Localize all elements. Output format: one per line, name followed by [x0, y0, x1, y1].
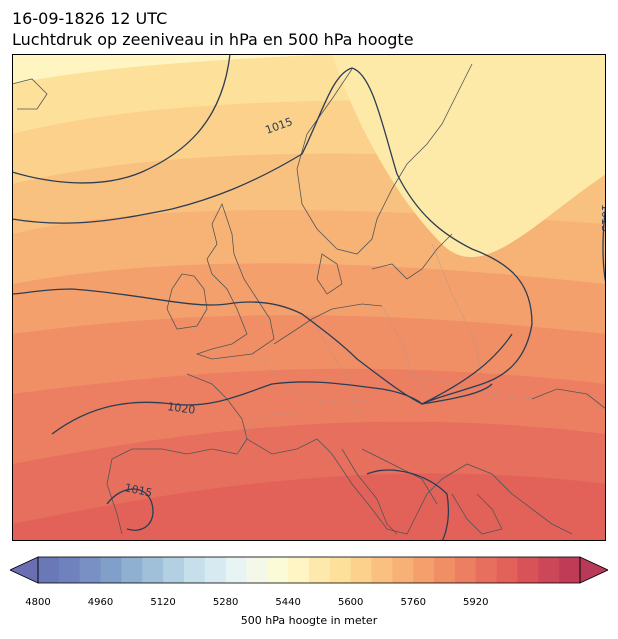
colorbar-cell	[246, 557, 268, 583]
continent-coast	[273, 303, 383, 345]
colorbar-tick-label: 5600	[337, 597, 364, 608]
isobar	[106, 488, 154, 531]
colorbar-cell	[350, 557, 373, 583]
colorbar-cell	[163, 557, 185, 583]
colorbar-tick-label: 5920	[463, 597, 489, 608]
isobar	[12, 67, 533, 405]
colorbar-cell	[225, 557, 247, 583]
isobar	[366, 469, 449, 541]
colorbar-cell	[413, 557, 435, 583]
greece-coast	[451, 493, 503, 535]
colorbar-tick-label: 5760	[400, 597, 426, 608]
colorbar-cell	[142, 557, 164, 583]
black-sea-coast	[531, 388, 606, 410]
colorbar-cell	[288, 557, 310, 583]
border	[411, 373, 533, 400]
colorbar-cell	[496, 557, 518, 583]
colorbar-extend-low	[10, 556, 39, 584]
colorbar-cell	[434, 557, 456, 583]
coastlines	[12, 63, 606, 535]
colorbar-cell	[454, 557, 477, 583]
border	[431, 243, 483, 375]
colorbar-cell	[79, 557, 102, 583]
border	[311, 318, 358, 415]
isobar	[51, 333, 513, 435]
colorbar-tick-label: 4960	[87, 597, 114, 608]
border	[381, 305, 433, 400]
borders	[236, 243, 533, 455]
isobars	[12, 54, 606, 541]
italy-coast	[341, 448, 398, 535]
colorbar-cell	[267, 557, 289, 583]
isobar-label: 1015	[599, 204, 606, 232]
france-iberia-coast	[106, 373, 248, 535]
colorbar-cell	[371, 557, 393, 583]
height-band	[332, 54, 606, 258]
colorbar-cell	[517, 557, 539, 583]
height-band	[12, 54, 332, 84]
map-datetime: 16-09-1826 12 UTC	[12, 9, 168, 28]
mediterranean-coast	[246, 438, 573, 535]
colorbar-cell	[204, 557, 227, 583]
colorbar-cell	[538, 557, 560, 583]
denmark-coast	[316, 253, 343, 295]
colorbar-tick-label: 5280	[212, 597, 239, 608]
isobar-label: 1015	[123, 481, 153, 500]
great-britain-coast	[195, 202, 275, 360]
weather-map: 1015 1020 1015 1015	[12, 54, 606, 541]
colorbar-extend-high	[579, 556, 608, 584]
colorbar-tick-label: 4800	[25, 597, 51, 608]
colorbar-label: 500 hPa hoogte in meter	[240, 614, 378, 627]
ireland-coast	[166, 273, 208, 330]
isobar	[421, 383, 493, 405]
colorbar-cell	[100, 557, 122, 583]
colorbar-tick-label: 5120	[150, 597, 176, 608]
colorbar-cell	[183, 557, 206, 583]
colorbar-cell	[392, 557, 414, 583]
colorbar-cell	[38, 557, 60, 583]
map-title: Luchtdruk op zeeniveau in hPa en 500 hPa…	[12, 30, 414, 49]
border	[236, 413, 297, 455]
colorbar-cell	[309, 557, 331, 583]
colorbar-cell	[329, 557, 352, 583]
baltic-coast	[371, 233, 453, 280]
colorbar-cell	[559, 557, 581, 583]
colorbar-cell	[121, 557, 143, 583]
scandinavia-coast	[296, 63, 473, 255]
colorbar-cell	[58, 557, 81, 583]
iceland-coast	[12, 78, 48, 110]
colorbar-tick-label: 5440	[275, 597, 301, 608]
adriatic-coast	[361, 448, 438, 505]
colorbar	[10, 556, 608, 584]
isobar-label: 1020	[167, 400, 197, 417]
colorbar-cell	[475, 557, 498, 583]
border	[256, 353, 373, 405]
isobar	[12, 54, 231, 184]
